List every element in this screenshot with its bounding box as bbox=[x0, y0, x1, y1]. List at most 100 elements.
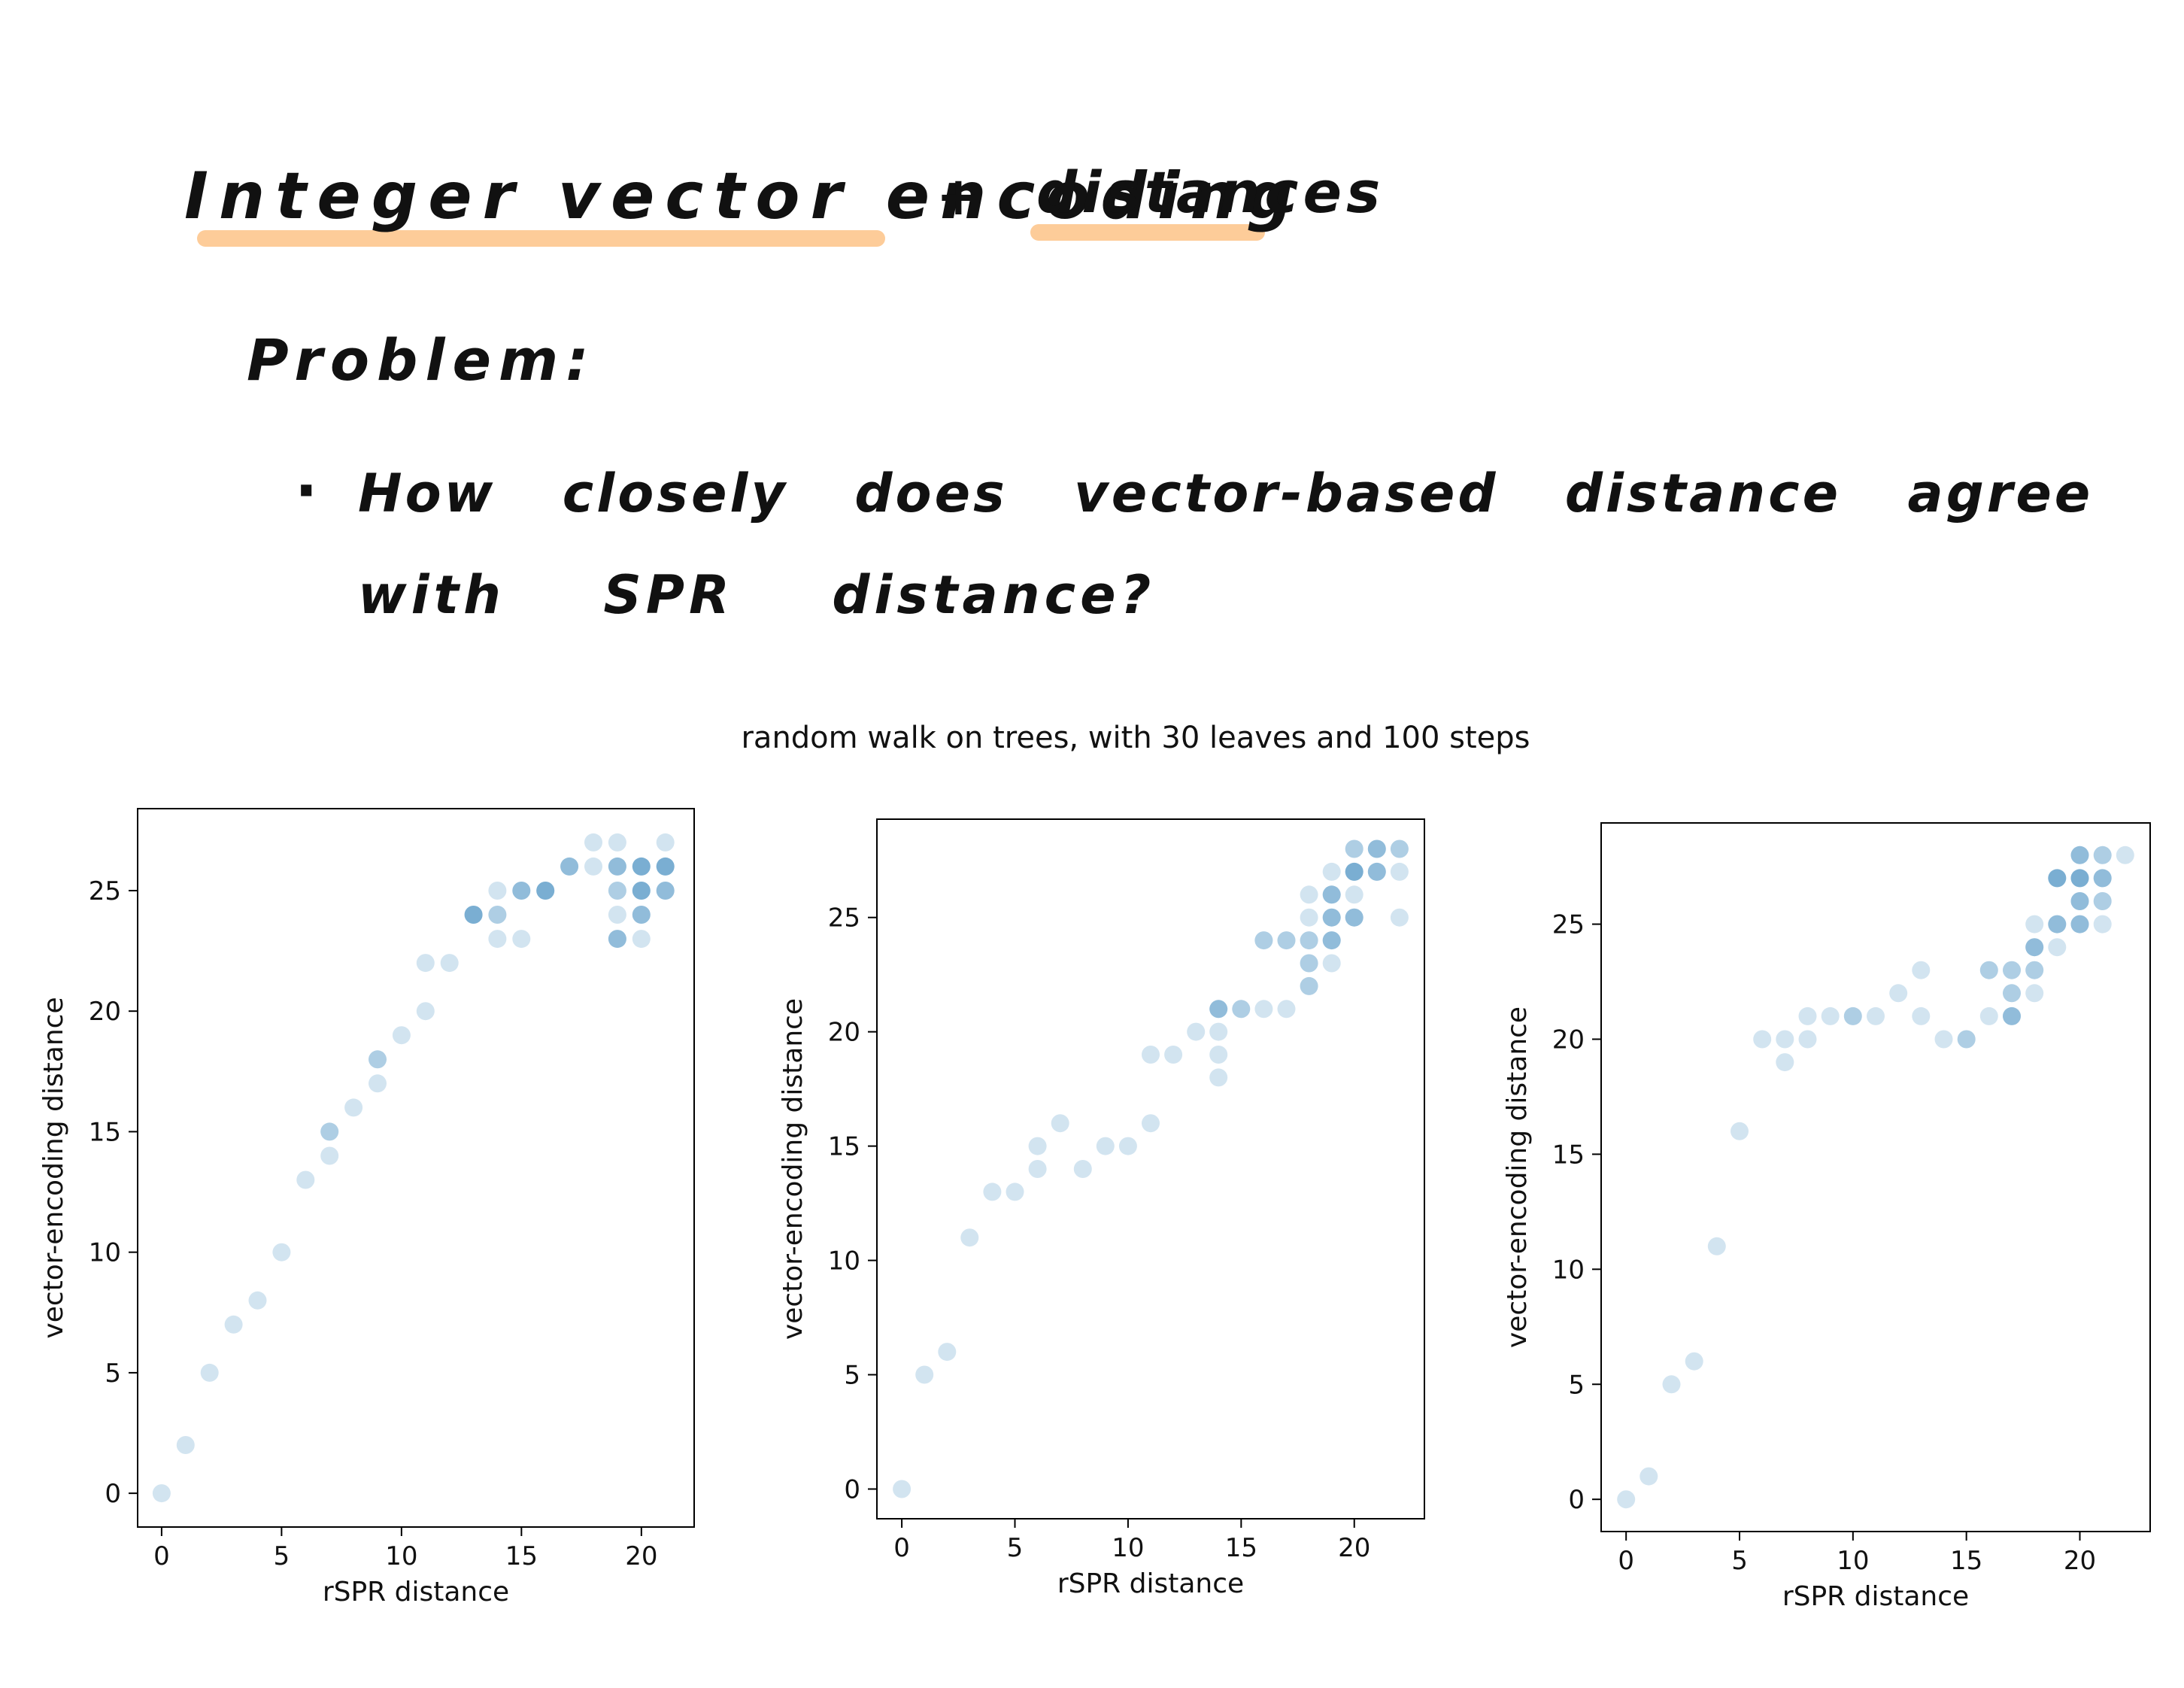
y-axis-label: vector-encoding distance bbox=[1502, 1006, 1533, 1348]
data-point bbox=[1232, 1000, 1251, 1019]
x-tick-label: 5 bbox=[1007, 1533, 1024, 1563]
data-point bbox=[1209, 1068, 1228, 1087]
data-point bbox=[1300, 976, 1318, 995]
data-point bbox=[1345, 862, 1363, 881]
data-point bbox=[1345, 908, 1363, 927]
heading-text-2: distances bbox=[1036, 159, 1385, 226]
handwritten-notes: Integer vector encoding + distances Prob… bbox=[184, 159, 2090, 626]
data-point bbox=[2003, 961, 2021, 979]
data-point bbox=[2070, 846, 2089, 864]
y-tick-label: 20 bbox=[1552, 1025, 1585, 1055]
y-tick-label: 25 bbox=[828, 903, 860, 934]
data-point bbox=[1254, 931, 1273, 950]
data-point bbox=[200, 1363, 219, 1382]
x-tick-label: 5 bbox=[1731, 1546, 1748, 1576]
y-tick-label: 20 bbox=[89, 997, 121, 1027]
data-point bbox=[2093, 915, 2112, 934]
data-point bbox=[2048, 869, 2067, 888]
data-point bbox=[2025, 915, 2044, 934]
data-point bbox=[464, 906, 483, 924]
data-point bbox=[2025, 961, 2044, 979]
data-point bbox=[1867, 1006, 1885, 1025]
data-point bbox=[1957, 1030, 1976, 1049]
data-point bbox=[632, 857, 651, 876]
data-point bbox=[632, 906, 651, 924]
data-point bbox=[2070, 915, 2089, 934]
data-point bbox=[1300, 931, 1318, 950]
x-tick-label: 10 bbox=[1112, 1533, 1144, 1563]
heading-text-1: Integer vector encoding bbox=[184, 159, 1303, 234]
data-point bbox=[2048, 915, 2067, 934]
data-point bbox=[1662, 1375, 1681, 1394]
data-point bbox=[464, 906, 483, 924]
data-point bbox=[369, 1050, 387, 1069]
data-point bbox=[296, 1170, 315, 1189]
data-point bbox=[632, 857, 651, 876]
data-point bbox=[2003, 984, 2021, 1003]
data-point bbox=[1798, 1006, 1817, 1025]
data-point bbox=[1300, 931, 1318, 950]
question-line-2: with SPR distance? bbox=[358, 564, 1155, 626]
data-point bbox=[1300, 954, 1318, 973]
data-point bbox=[608, 857, 626, 876]
x-tick-label: 15 bbox=[1950, 1546, 1982, 1576]
x-tick-label: 20 bbox=[1338, 1533, 1370, 1563]
data-point bbox=[1209, 1022, 1228, 1041]
data-point bbox=[1345, 839, 1363, 858]
data-point bbox=[392, 1026, 411, 1045]
data-point bbox=[224, 1315, 243, 1334]
data-point bbox=[1322, 931, 1341, 950]
data-point bbox=[608, 857, 626, 876]
data-point bbox=[2093, 869, 2112, 888]
y-tick-label: 5 bbox=[1568, 1370, 1585, 1400]
data-point bbox=[2003, 961, 2021, 979]
x-tick-label: 20 bbox=[2064, 1546, 2096, 1576]
data-point bbox=[1843, 1006, 1862, 1025]
data-point bbox=[1322, 885, 1341, 904]
data-point bbox=[1232, 1000, 1251, 1019]
y-tick-label: 15 bbox=[1552, 1140, 1585, 1170]
data-point bbox=[176, 1436, 195, 1454]
data-point bbox=[488, 930, 507, 949]
data-point bbox=[1028, 1137, 1047, 1155]
data-point bbox=[2070, 869, 2089, 888]
data-point bbox=[915, 1365, 934, 1384]
data-point bbox=[656, 857, 675, 876]
data-point bbox=[2025, 938, 2044, 957]
data-point bbox=[1776, 1053, 1794, 1072]
data-point bbox=[656, 882, 675, 900]
data-point bbox=[656, 882, 675, 900]
data-point bbox=[2003, 1006, 2021, 1025]
data-point bbox=[440, 954, 459, 973]
data-point bbox=[1798, 1030, 1817, 1049]
data-point bbox=[938, 1343, 957, 1362]
data-point bbox=[272, 1243, 291, 1261]
data-point bbox=[1322, 931, 1341, 950]
data-point bbox=[1118, 1137, 1137, 1155]
data-point bbox=[536, 882, 555, 900]
data-point bbox=[1254, 931, 1273, 950]
data-point bbox=[2093, 846, 2112, 864]
data-point bbox=[1322, 885, 1341, 904]
data-point bbox=[2070, 869, 2089, 888]
data-point bbox=[2003, 1006, 2021, 1025]
data-point bbox=[2048, 915, 2067, 934]
y-axis-label: vector-encoding distance bbox=[38, 997, 69, 1338]
data-point bbox=[960, 1228, 979, 1247]
x-tick-label: 0 bbox=[153, 1541, 170, 1571]
heading-underline-1 bbox=[197, 230, 885, 247]
data-point bbox=[2003, 1006, 2021, 1025]
data-point bbox=[1390, 839, 1409, 858]
data-point bbox=[1345, 908, 1363, 927]
data-point bbox=[2048, 869, 2067, 888]
data-point bbox=[536, 882, 555, 900]
data-point bbox=[2025, 984, 2044, 1003]
data-point bbox=[320, 1122, 339, 1141]
data-point bbox=[632, 882, 651, 900]
data-point bbox=[1277, 1000, 1296, 1019]
data-point bbox=[560, 857, 579, 876]
data-point bbox=[608, 906, 626, 924]
